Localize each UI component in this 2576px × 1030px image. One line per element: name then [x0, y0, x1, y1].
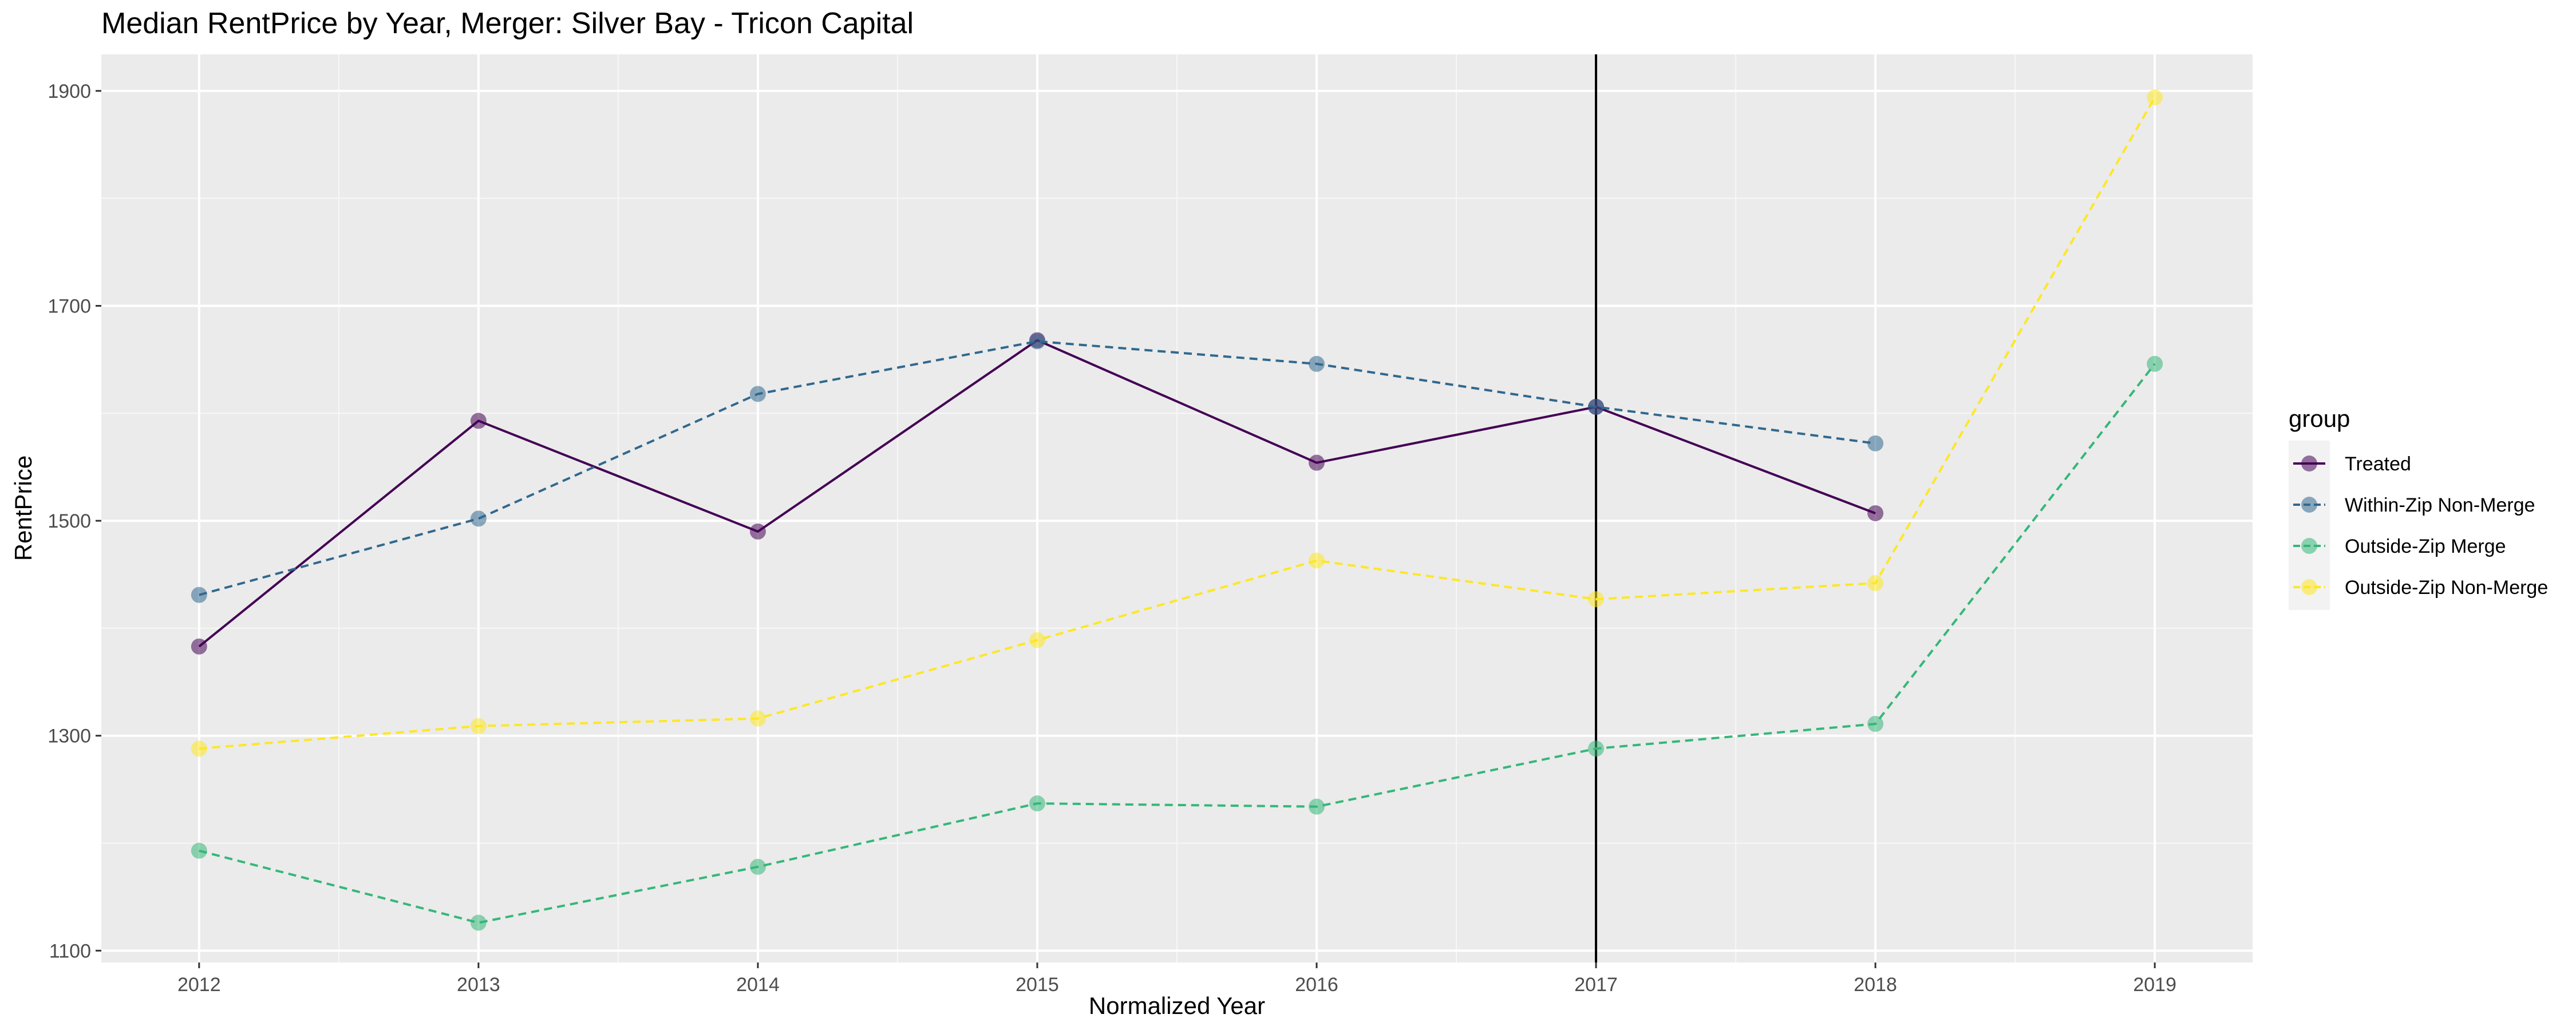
x-tick-label: 2012 — [177, 974, 221, 996]
series-line — [199, 97, 2156, 750]
legend-item: Outside-Zip Merge — [2293, 536, 2506, 557]
data-point — [1309, 454, 1325, 471]
data-point — [1588, 591, 1605, 608]
legend-key-point — [2301, 579, 2317, 595]
x-axis: 2012 2013 2014 2015 2016 2017 2018 2019 — [177, 962, 2176, 996]
y-tick-label: 1500 — [48, 510, 91, 532]
x-tick-label: 2014 — [736, 974, 780, 996]
legend-label: Within-Zip Non-Merge — [2345, 494, 2535, 516]
x-tick-label: 2017 — [1574, 974, 1618, 996]
legend-key-point — [2301, 497, 2317, 513]
legend-label: Treated — [2345, 453, 2411, 475]
data-point — [191, 587, 207, 603]
y-axis-title: RentPrice — [10, 455, 37, 561]
data-point — [470, 413, 487, 429]
legend-item: Treated — [2293, 453, 2411, 475]
legend-label: Outside-Zip Merge — [2345, 536, 2506, 557]
data-point — [749, 710, 766, 727]
x-tick-label: 2019 — [2133, 974, 2176, 996]
data-point — [191, 740, 207, 757]
x-tick-label: 2018 — [1854, 974, 1897, 996]
legend-label: Outside-Zip Non-Merge — [2345, 577, 2548, 599]
series-within-zip-non-merge — [191, 333, 1884, 603]
x-tick-label: 2016 — [1295, 974, 1338, 996]
legend-key-point — [2301, 538, 2317, 554]
data-point — [1867, 575, 1884, 592]
major-gridlines — [101, 54, 2253, 962]
legend-item: Outside-Zip Non-Merge — [2293, 577, 2548, 599]
x-tick-label: 2013 — [457, 974, 500, 996]
minor-gridlines — [101, 54, 2253, 962]
y-tick-label: 1100 — [49, 940, 91, 962]
legend-item: Within-Zip Non-Merge — [2293, 494, 2535, 516]
data-point — [1029, 333, 1045, 350]
x-tick-label: 2015 — [1016, 974, 1059, 996]
data-point — [191, 842, 207, 859]
y-tick-label: 1700 — [48, 295, 91, 317]
data-point — [470, 510, 487, 527]
data-point — [1029, 795, 1045, 812]
y-axis: 1100 1300 1500 1700 1900 — [48, 81, 101, 962]
legend-key-point — [2301, 455, 2317, 472]
data-point — [1867, 716, 1884, 732]
series-outside-zip-non-merge — [191, 89, 2163, 757]
data-point — [470, 718, 487, 734]
data-point — [1588, 740, 1605, 757]
series-layer — [191, 89, 2163, 931]
data-point — [1309, 552, 1325, 569]
data-point — [1309, 355, 1325, 372]
data-point — [749, 523, 766, 540]
legend: group Treated Within-Zip Non-Merge Outside… — [2289, 405, 2548, 610]
data-point — [191, 638, 207, 655]
series-outside-zip-merge — [191, 355, 2163, 931]
legend-items: Treated Within-Zip Non-Merge Outside-Zip M… — [2293, 453, 2548, 599]
chart-title: Median RentPrice by Year, Merger: Silver… — [101, 7, 914, 40]
data-point — [470, 914, 487, 931]
data-point — [1309, 798, 1325, 815]
data-point — [1029, 632, 1045, 648]
data-point — [1588, 399, 1605, 415]
data-point — [749, 386, 766, 402]
y-tick-label: 1300 — [48, 726, 91, 747]
series-line — [199, 363, 2156, 924]
data-point — [2147, 89, 2163, 106]
x-axis-title: Normalized Year — [1089, 992, 1265, 1019]
data-point — [2147, 355, 2163, 372]
legend-title: group — [2289, 405, 2350, 432]
y-tick-label: 1900 — [48, 81, 91, 102]
data-point — [749, 858, 766, 875]
data-point — [1867, 435, 1884, 451]
data-point — [1867, 505, 1884, 521]
